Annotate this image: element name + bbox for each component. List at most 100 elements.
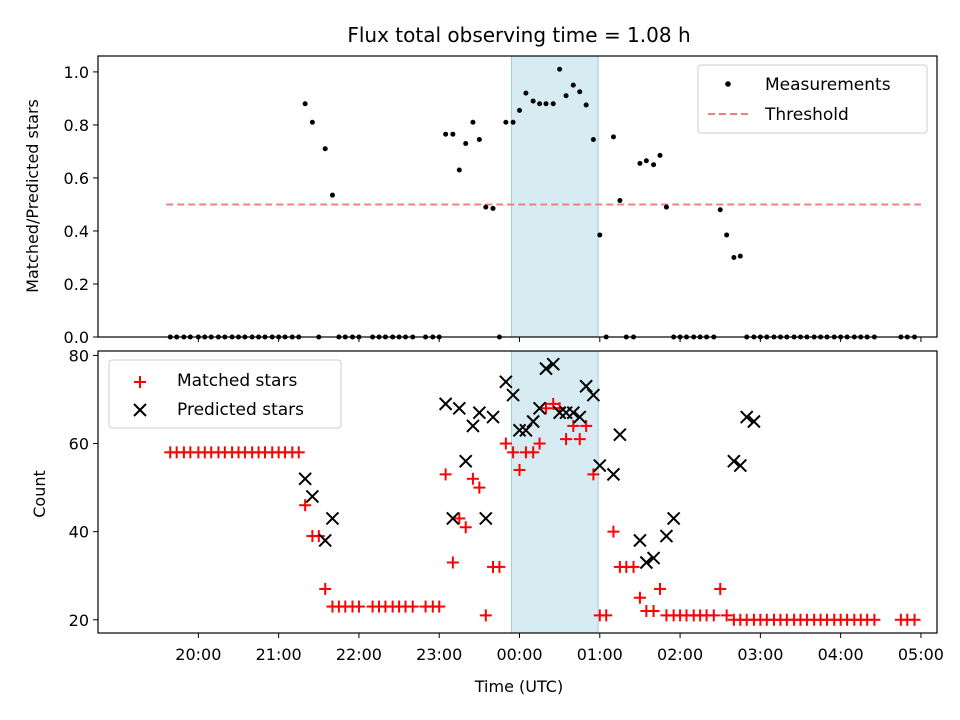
predicted-stars-point — [659, 529, 674, 543]
x-b — [526, 414, 540, 429]
x-b — [506, 388, 520, 402]
measurement-point — [590, 137, 596, 143]
measurement-point — [463, 140, 469, 146]
x-b — [452, 401, 466, 415]
matched-stars-point — [533, 437, 546, 450]
predicted-stars-point — [472, 405, 487, 420]
predicted-stars-point — [438, 397, 453, 411]
measurement-point — [309, 119, 315, 125]
y-tick-label: 80 — [69, 346, 89, 365]
x-b — [446, 511, 460, 526]
predicted-stars-point — [747, 414, 761, 429]
matched-stars-point — [453, 512, 466, 525]
x-b — [606, 467, 621, 482]
predicted-stars-point — [546, 357, 560, 371]
measurement-point — [737, 253, 743, 259]
count-points — [164, 357, 921, 626]
matched-stars-point — [567, 419, 580, 432]
y-tick-label: 0.8 — [64, 116, 89, 135]
predicted-stars-point — [579, 379, 593, 393]
predicted-stars-point — [633, 533, 647, 548]
top-legend-box — [697, 64, 928, 134]
y-tick-label: 1.0 — [64, 63, 89, 82]
matched-stars-point — [466, 472, 479, 485]
top-ylabel: Matched/Predicted stars — [23, 99, 42, 293]
x-b — [613, 428, 627, 442]
axes-frame — [97, 55, 938, 338]
predicted-stars-point — [519, 423, 533, 438]
x-b — [740, 410, 754, 424]
x-b — [466, 419, 480, 433]
predicted-stars-point — [566, 405, 581, 420]
measurement-point — [470, 119, 476, 125]
predicted-stars-point — [740, 410, 754, 424]
x-tick-label: 02:00 — [657, 645, 703, 664]
x-b — [298, 472, 312, 486]
x-b — [472, 405, 487, 420]
x-b — [318, 533, 332, 548]
x-b — [666, 511, 681, 526]
measurement-point — [583, 102, 589, 108]
x-b — [573, 410, 587, 424]
matched-stars-point — [319, 582, 332, 595]
measurement-point — [456, 167, 462, 173]
measurement-point — [530, 98, 536, 104]
predicted-stars-point — [526, 414, 540, 429]
bottom-axes: 20 40 60 80 20:00 21:00 22:00 23:00 00:00 01:00 02… — [69, 346, 944, 664]
legend-label-threshold: Threshold — [764, 105, 849, 125]
x-b — [579, 379, 593, 393]
x-b — [633, 533, 647, 548]
matched-stars-point — [654, 582, 667, 595]
top-legend: Measurements Threshold — [697, 64, 928, 134]
x-b — [438, 397, 453, 411]
matched-stars-point — [540, 402, 553, 415]
matched-stars-point — [312, 530, 325, 543]
matched-stars-point — [507, 446, 520, 459]
measurement-point — [550, 101, 556, 107]
matched-stars-point — [647, 604, 660, 617]
y-tick-label: 40 — [69, 523, 89, 542]
measurement-point — [537, 101, 543, 107]
matched-stars-point — [499, 437, 512, 450]
x-b — [546, 357, 560, 371]
legend-marker-matched — [134, 376, 146, 388]
highlight-span-rect — [510, 350, 599, 634]
measurement-point — [302, 101, 308, 107]
measurement-point — [329, 192, 335, 198]
bottom-panel: 20 40 60 80 20:00 21:00 22:00 23:00 00:00 01:00 02… — [30, 346, 944, 696]
predicted-stars-point — [499, 375, 513, 389]
x-b — [566, 405, 581, 420]
predicted-stars-point — [325, 511, 340, 526]
predicted-stars-point — [532, 401, 547, 415]
measurement-point — [483, 204, 489, 210]
matched-stars-point — [607, 525, 620, 538]
x-b — [512, 423, 527, 438]
measurement-point — [577, 89, 583, 95]
x-b — [539, 361, 553, 376]
legend-label-measurements: Measurements — [765, 75, 891, 95]
x-b — [519, 423, 533, 438]
x-tick-label: 03:00 — [737, 645, 783, 664]
measurement-point — [523, 90, 529, 96]
x-tick-label: 01:00 — [577, 645, 623, 664]
y-tick-label: 0.0 — [64, 328, 89, 347]
matched-stars-point — [627, 560, 640, 573]
x-b — [459, 454, 473, 468]
measurement-point — [731, 254, 737, 260]
measurement-point — [610, 134, 616, 140]
y-tick-label: 0.6 — [64, 169, 89, 188]
matched-stars-point — [433, 600, 446, 613]
x-b — [552, 405, 567, 420]
x-b — [727, 454, 741, 468]
x-b — [325, 511, 340, 526]
x-b — [532, 401, 547, 415]
legend-label-matched: Matched stars — [177, 371, 297, 391]
x-b — [486, 410, 500, 424]
x-b — [639, 555, 654, 570]
predicted-stars-point — [666, 511, 681, 526]
measurement-point — [651, 162, 657, 168]
measurement-point — [450, 131, 456, 137]
x-tick-label: 23:00 — [416, 645, 462, 664]
matched-stars-point — [406, 600, 419, 613]
